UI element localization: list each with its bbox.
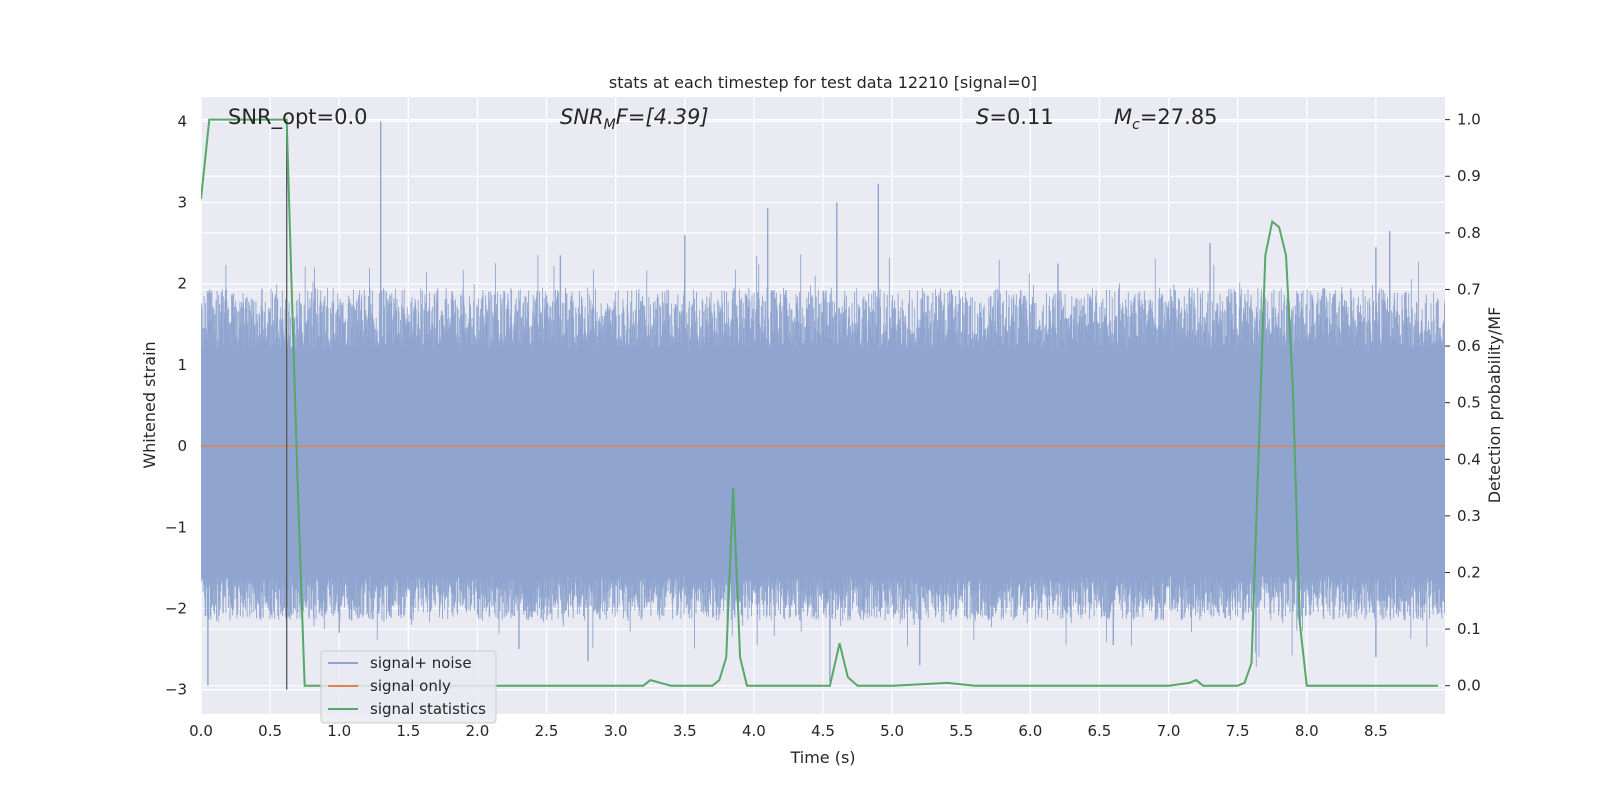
x-tick-label: 7.0 <box>1157 722 1181 740</box>
y-tick-label: 4 <box>177 112 187 130</box>
right-tick-label: 0.8 <box>1457 224 1481 242</box>
s-base: S <box>976 105 989 129</box>
mc-base: M <box>1114 105 1132 129</box>
mc-sub: c <box>1132 117 1140 133</box>
right-tick-label: 0.1 <box>1457 620 1481 638</box>
x-tick-label: 6.5 <box>1088 722 1112 740</box>
annotations: SNR_opt=0.0 SNRMF=[4.39] S=0.11 Mc=27.85 <box>228 105 1218 133</box>
annotation-snr-opt: SNR_opt=0.0 <box>228 105 368 130</box>
data-layer <box>201 118 1445 690</box>
x-tick-label: 1.0 <box>327 722 351 740</box>
right-tick-label: 1.0 <box>1457 111 1481 129</box>
snr-mf-sub: M <box>604 117 616 133</box>
x-tick-label: 4.5 <box>811 722 835 740</box>
x-tick-label: 0.5 <box>258 722 282 740</box>
signal-statistics-line <box>201 118 1439 687</box>
x-tick-label: 6.0 <box>1018 722 1042 740</box>
annotation-snr-mf: SNRMF=[4.39] <box>560 105 709 133</box>
x-axis-ticks: 0.0 0.5 1.0 1.5 2.0 2.5 3.0 3.5 4.0 4.5 5.0 5.5 6.0 6… <box>189 722 1388 740</box>
x-tick-label: 1.5 <box>396 722 420 740</box>
snr-mf-rest: F=[4.39] <box>616 105 709 129</box>
x-tick-label: 5.5 <box>949 722 973 740</box>
legend: signal+ noise signal only signal statist… <box>320 650 497 724</box>
signal-noise-line <box>201 254 1445 667</box>
x-tick-label: 0.0 <box>189 722 213 740</box>
y-tick-label: 0 <box>177 437 187 455</box>
y-tick-label: 1 <box>177 356 187 374</box>
annotation-s: S=0.11 <box>976 105 1054 129</box>
annotation-mc: Mc=27.85 <box>1114 105 1218 133</box>
chart-title: stats at each timestep for test data 122… <box>609 73 1037 92</box>
right-tick-label: 0.6 <box>1457 337 1481 355</box>
x-tick-label: 8.5 <box>1364 722 1388 740</box>
right-axis-label: Detection probability/MF <box>1485 307 1504 504</box>
x-tick-label: 7.5 <box>1226 722 1250 740</box>
legend-label-stats: signal statistics <box>370 700 486 718</box>
x-tick-label: 3.5 <box>673 722 697 740</box>
snr-mf-base: SNR <box>560 105 604 129</box>
y-tick-label: −2 <box>165 599 187 617</box>
legend-label-signal: signal only <box>370 677 451 695</box>
x-axis-label: Time (s) <box>789 748 855 767</box>
y-tick-label: 2 <box>177 275 187 293</box>
y-tick-label: 3 <box>177 194 187 212</box>
legend-box <box>320 650 497 724</box>
y-tick-label: −3 <box>165 681 187 699</box>
right-tick-label: 0.5 <box>1457 394 1481 412</box>
x-tick-label: 2.0 <box>466 722 490 740</box>
y-tick-label: −1 <box>165 518 187 536</box>
right-axis-ticks: 0.0 0.1 0.2 0.3 0.4 0.5 0.6 0.7 0.8 0.9 1.0 <box>1445 111 1481 695</box>
right-tick-label: 0.4 <box>1457 450 1481 468</box>
x-tick-label: 2.5 <box>535 722 559 740</box>
s-rest: =0.11 <box>989 105 1053 129</box>
right-tick-label: 0.3 <box>1457 507 1481 525</box>
mc-rest: =27.85 <box>1140 105 1218 129</box>
x-tick-label: 4.0 <box>742 722 766 740</box>
x-tick-label: 8.0 <box>1295 722 1319 740</box>
y-axis-ticks: −3 −2 −1 0 1 2 3 4 <box>165 112 187 698</box>
x-tick-label: 3.0 <box>604 722 628 740</box>
y-axis-label: Whitened strain <box>140 341 159 468</box>
right-tick-label: 0.7 <box>1457 280 1481 298</box>
right-tick-label: 0.9 <box>1457 167 1481 185</box>
right-tick-label: 0.0 <box>1457 677 1481 695</box>
x-tick-label: 5.0 <box>880 722 904 740</box>
right-tick-label: 0.2 <box>1457 563 1481 581</box>
legend-label-noise: signal+ noise <box>370 654 472 672</box>
